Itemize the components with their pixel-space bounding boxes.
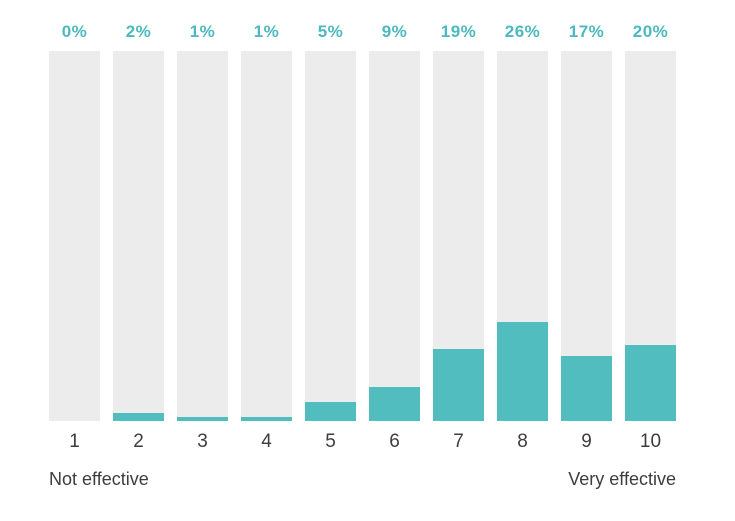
bar-track [305,51,356,421]
bar-fill [497,322,548,421]
bar-column: 1% 4 [241,0,292,453]
bar-tick-label: 4 [261,431,272,452]
bar-tick-label: 8 [517,431,528,452]
bar-value-label: 20% [632,22,669,41]
bar-column: 5% 5 [305,0,356,453]
bar-value-label: 5% [317,22,344,41]
axis-end-labels: Not effective Very effective [49,469,676,490]
bar-track [113,51,164,421]
bar-fill [177,417,228,421]
bar-tick-label: 5 [325,431,336,452]
bar-columns: 0% 1 2% 2 1% 3 1% 4 5% 5 9% 6 19% 7 26% 8 17% 9 20% 10 [49,0,676,453]
bar-column: 1% 3 [177,0,228,453]
bar-value-label: 1% [189,22,216,41]
bar-value-label: 17% [568,22,605,41]
bar-tick-label: 7 [453,431,464,452]
bar-tick-label: 9 [581,431,592,452]
bar-fill [113,413,164,421]
bar-track [369,51,420,421]
bar-track [241,51,292,421]
bar-column: 20% 10 [625,0,676,453]
bar-track [561,51,612,421]
bar-column: 0% 1 [49,0,100,453]
axis-label-not-effective: Not effective [49,469,149,489]
bar-fill [241,417,292,421]
axis-label-very-effective: Very effective [568,469,676,489]
bar-column: 26% 8 [497,0,548,453]
bar-tick-label: 2 [133,431,144,452]
bar-track [177,51,228,421]
bar-fill [625,345,676,421]
bar-value-label: 9% [381,22,408,41]
bar-value-label: 2% [125,22,152,41]
bar-column: 9% 6 [369,0,420,453]
bar-track [433,51,484,421]
bar-track [625,51,676,421]
bar-fill [433,349,484,421]
bar-track [49,51,100,421]
bar-fill [369,387,420,421]
effectiveness-bar-chart: 0% 1 2% 2 1% 3 1% 4 5% 5 9% 6 19% 7 26% 8 17% 9 20% 10 Not … [49,0,676,490]
bar-track [497,51,548,421]
bar-column: 19% 7 [433,0,484,453]
bar-column: 17% 9 [561,0,612,453]
bar-fill [305,402,356,421]
bar-value-label: 19% [440,22,477,41]
bar-tick-label: 3 [197,431,208,452]
bar-column: 2% 2 [113,0,164,453]
bar-tick-label: 1 [69,431,80,452]
bar-value-label: 0% [61,22,88,41]
bar-value-label: 1% [253,22,280,41]
bar-value-label: 26% [504,22,541,41]
bar-tick-label: 10 [639,431,662,452]
bar-tick-label: 6 [389,431,400,452]
bar-fill [561,356,612,421]
